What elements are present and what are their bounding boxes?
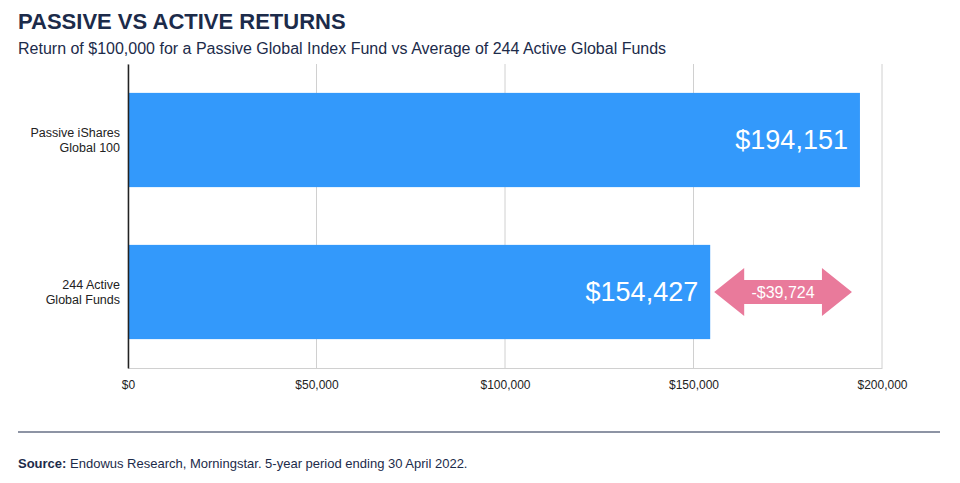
bar xyxy=(128,245,710,339)
x-tick-label: $100,000 xyxy=(480,378,530,392)
grid-line xyxy=(128,64,129,368)
x-axis: $0 $50,000 $100,000 $150,000 $200,000 xyxy=(122,368,908,392)
x-tick-label: $0 xyxy=(122,378,136,392)
y-tick: Passive iSharesGlobal 100 xyxy=(30,126,128,155)
x-tick: $100,000 xyxy=(480,368,530,392)
x-tick-label: $150,000 xyxy=(669,378,719,392)
x-tick: $200,000 xyxy=(857,368,907,392)
difference-arrow xyxy=(714,268,852,316)
data-label: $194,151 xyxy=(735,125,848,155)
x-axis-line xyxy=(129,368,883,369)
x-tick-label: $50,000 xyxy=(295,378,339,392)
x-tick: $50,000 xyxy=(295,368,339,392)
source: Source: Endowus Research, Morningstar. 5… xyxy=(18,456,467,471)
annotation-label: -$39,724 xyxy=(751,284,814,301)
x-tick-label: $200,000 xyxy=(857,378,907,392)
y-axis: Passive iSharesGlobal 100 244 ActiveGloba… xyxy=(30,65,128,369)
y-axis-line xyxy=(128,65,130,369)
title: PASSIVE VS ACTIVE RETURNS xyxy=(18,9,346,34)
y-tick-label: 244 ActiveGlobal Funds xyxy=(46,278,120,307)
separator xyxy=(18,431,940,432)
bar xyxy=(128,93,860,187)
grid xyxy=(128,64,882,368)
y-tick: 244 ActiveGlobal Funds xyxy=(46,278,128,307)
bars xyxy=(128,93,860,339)
x-tick: $150,000 xyxy=(669,368,719,392)
data-label: $154,427 xyxy=(586,277,699,307)
subtitle: Return of $100,000 for a Passive Global … xyxy=(18,40,666,57)
x-tick: $0 xyxy=(122,368,136,392)
chart: PASSIVE VS ACTIVE RETURNS Return of $100,… xyxy=(0,0,960,483)
y-tick-label: Passive iSharesGlobal 100 xyxy=(30,126,120,155)
grid-line xyxy=(882,64,883,368)
annotation: -$39,724 xyxy=(714,268,852,316)
